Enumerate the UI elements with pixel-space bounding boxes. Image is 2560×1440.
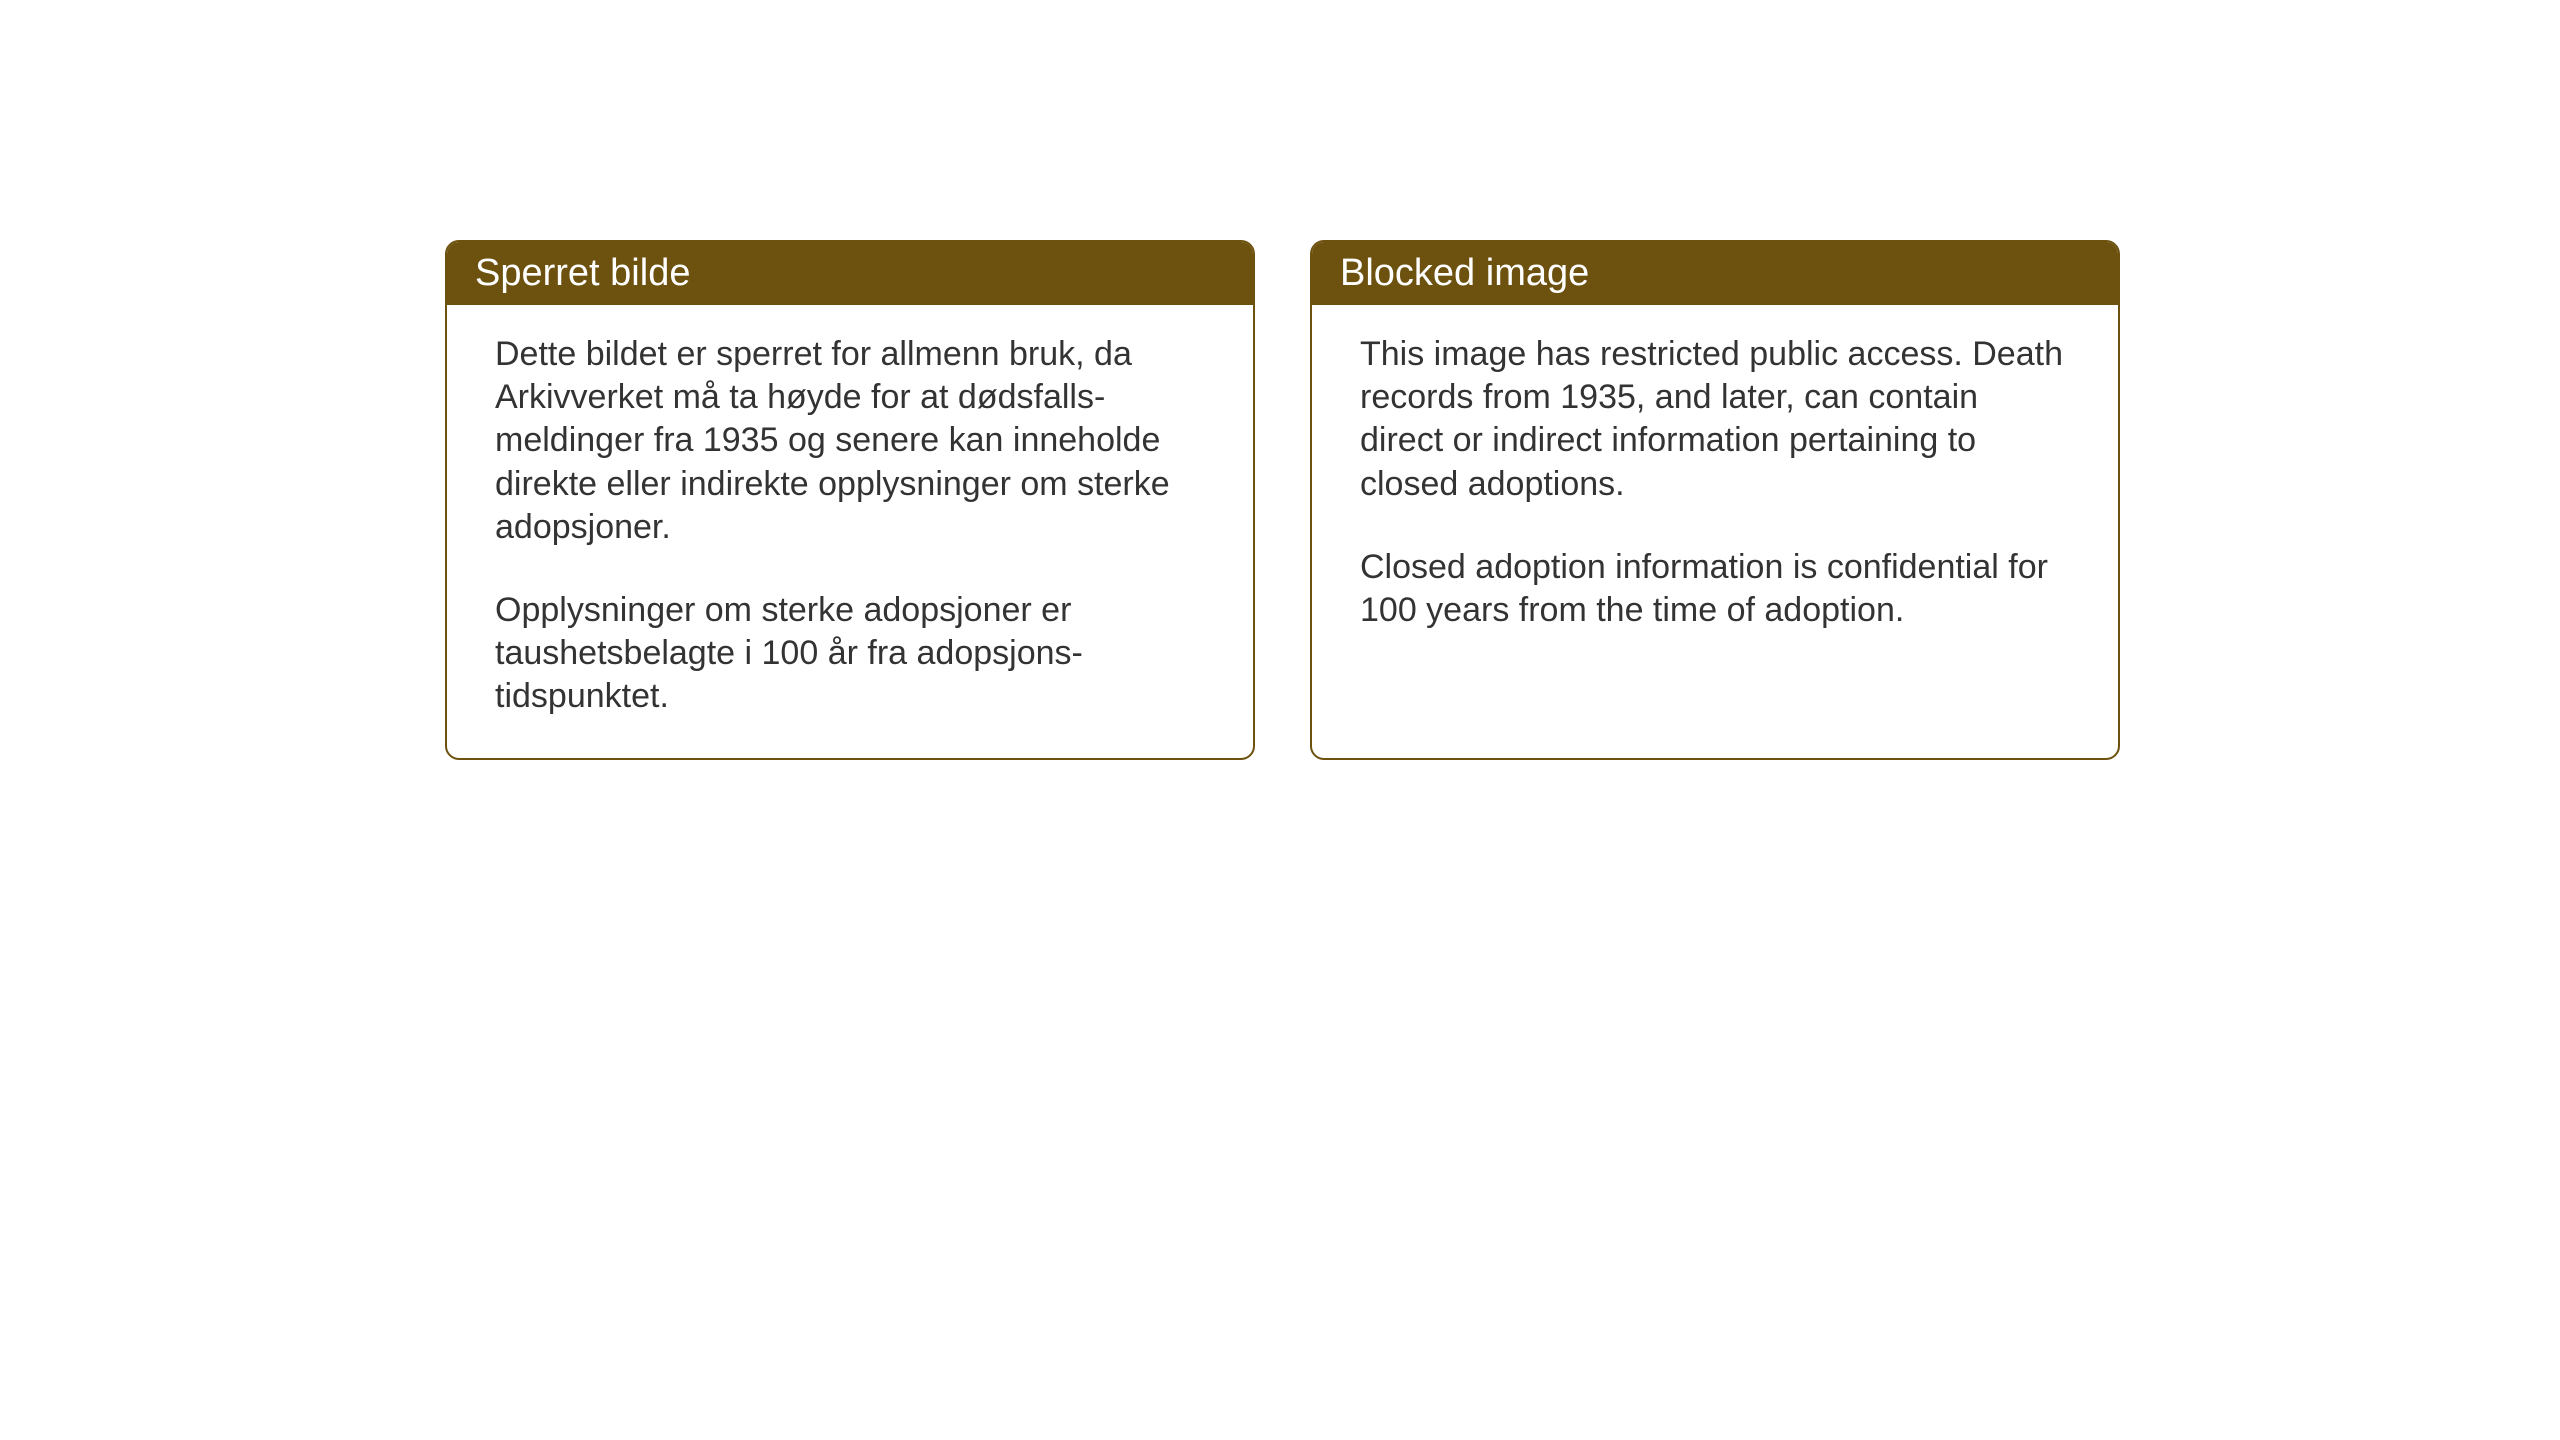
norwegian-notice-card: Sperret bilde Dette bildet er sperret fo… [445, 240, 1255, 760]
norwegian-paragraph-2: Opplysninger om sterke adopsjoner er tau… [495, 589, 1205, 719]
english-paragraph-1: This image has restricted public access.… [1360, 333, 2070, 506]
norwegian-card-title: Sperret bilde [447, 242, 1253, 305]
english-paragraph-2: Closed adoption information is confident… [1360, 546, 2070, 632]
norwegian-paragraph-1: Dette bildet er sperret for allmenn bruk… [495, 333, 1205, 549]
english-card-body: This image has restricted public access.… [1312, 305, 2118, 745]
english-card-title: Blocked image [1312, 242, 2118, 305]
norwegian-card-body: Dette bildet er sperret for allmenn bruk… [447, 305, 1253, 758]
english-notice-card: Blocked image This image has restricted … [1310, 240, 2120, 760]
notice-cards-container: Sperret bilde Dette bildet er sperret fo… [445, 240, 2560, 760]
